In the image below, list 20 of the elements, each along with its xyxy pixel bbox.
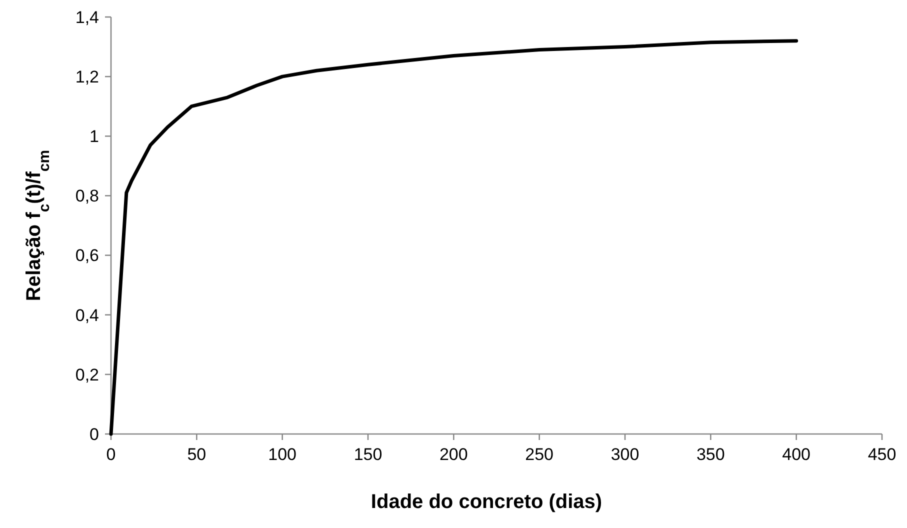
y-tick-label: 1,2: [75, 68, 99, 87]
x-tick-label: 150: [354, 445, 382, 464]
x-tick-label: 300: [610, 445, 640, 464]
x-tick-label: 50: [187, 445, 206, 464]
x-axis-title: Idade do concreto (dias): [370, 491, 602, 513]
x-tick-label: 200: [439, 445, 468, 464]
line-series: [109, 39, 798, 436]
x-tick-label: 100: [268, 445, 297, 464]
x-tick-label: 400: [782, 445, 811, 464]
x-tick-label: 450: [868, 445, 896, 464]
y-tick-label: 0,6: [75, 246, 99, 266]
y-tick-label: 0: [90, 424, 99, 444]
x-tick-label: 350: [696, 445, 725, 464]
y-tick-label: 1,4: [75, 8, 99, 27]
y-tick-label: 0,8: [75, 186, 99, 206]
y-tick-label: 0,4: [75, 306, 99, 325]
x-tick-label: 250: [525, 445, 554, 464]
x-tick-label: 0: [106, 445, 116, 464]
y-tick-label: 1: [90, 127, 99, 146]
y-tick-label: 0,2: [75, 365, 99, 384]
